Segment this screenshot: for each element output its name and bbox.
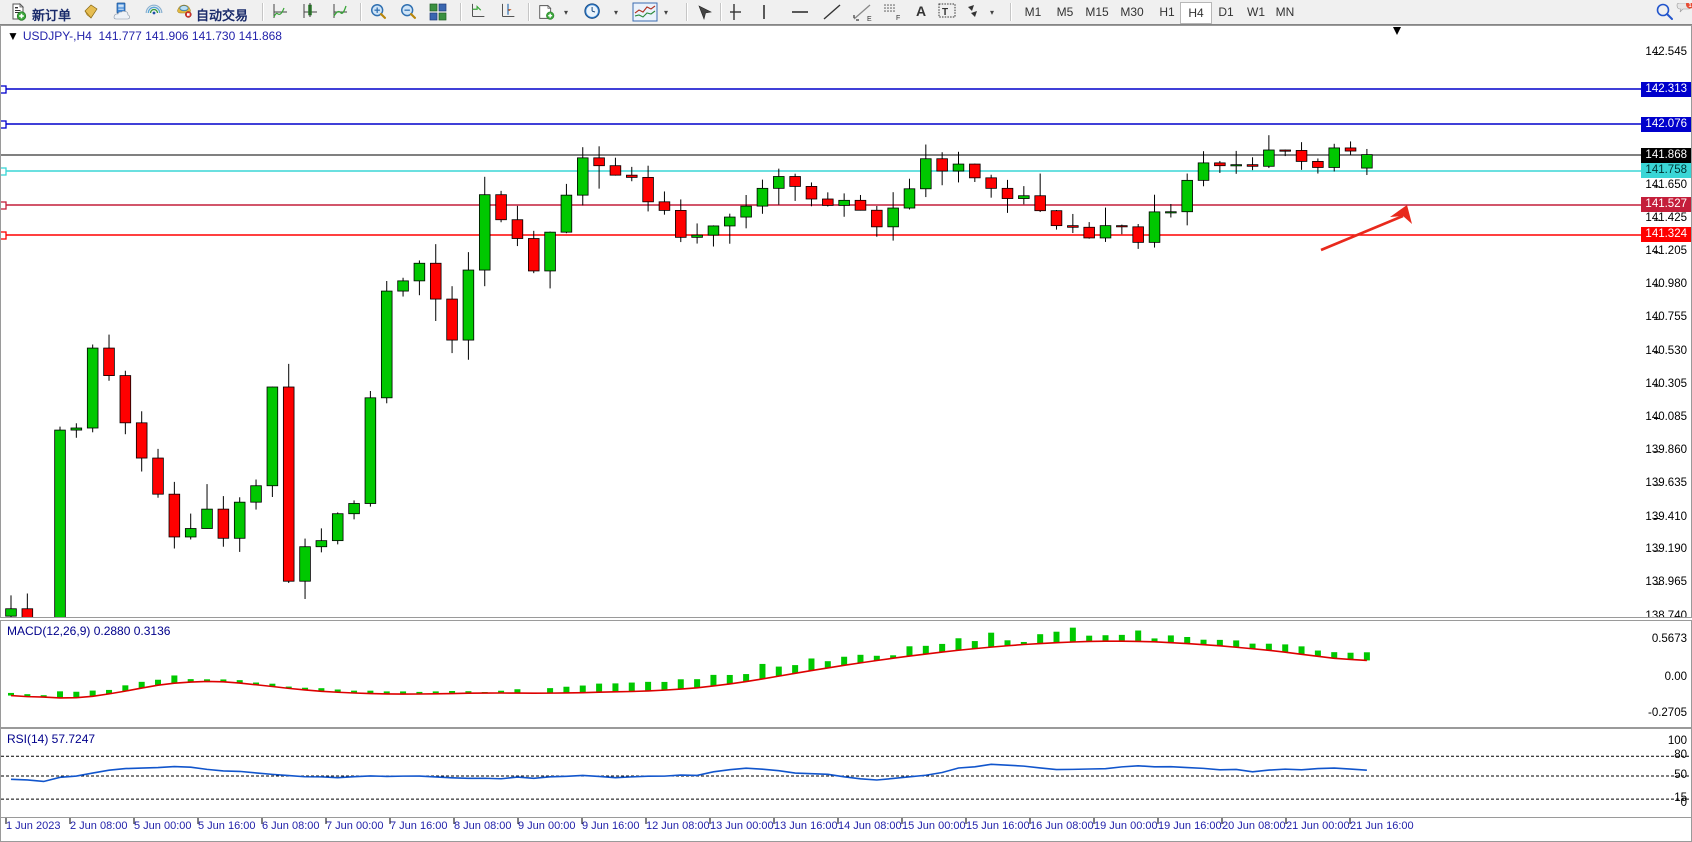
svg-text:F: F: [896, 15, 900, 22]
svg-text:1: 1: [1688, 3, 1691, 9]
svg-text:E: E: [867, 16, 872, 22]
svg-text:T: T: [942, 7, 948, 18]
